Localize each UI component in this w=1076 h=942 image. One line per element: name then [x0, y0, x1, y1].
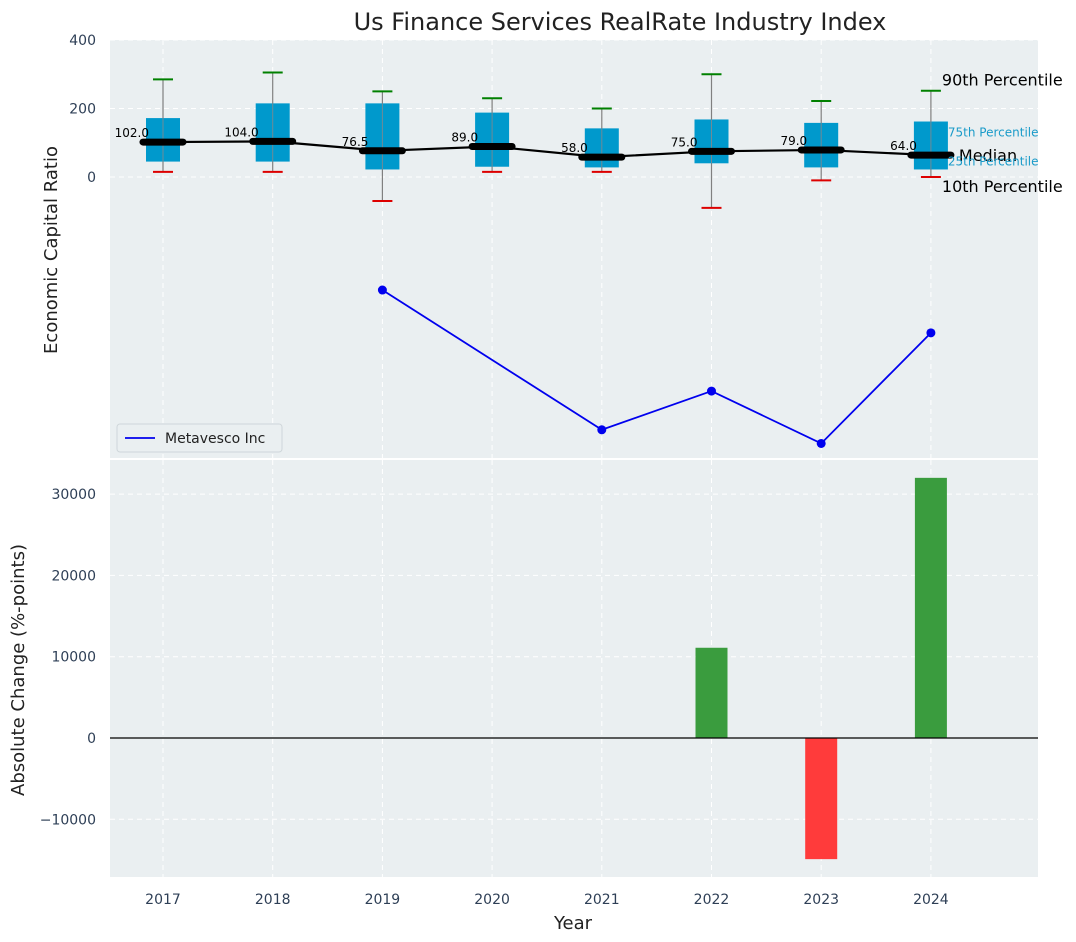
- bar-2024: [914, 477, 947, 738]
- median-value-label: 75.0: [671, 135, 698, 149]
- top-y-axis-label: Economic Capital Ratio: [41, 146, 62, 354]
- bottom-panel: −10000 0 10000 20000 30000 2017 2018 2019 2020 20…: [40, 460, 1038, 908]
- median-value-label: 79.0: [780, 134, 807, 148]
- median-annotation: Median: [959, 146, 1017, 165]
- median-value-label: 104.0: [224, 125, 258, 139]
- top-y-tick-label: 0: [87, 170, 96, 186]
- top-plot-background: [110, 40, 1038, 458]
- bottom-y-tick-label: 20000: [51, 568, 96, 584]
- bottom-y-tick-label: 30000: [51, 487, 96, 503]
- bottom-plot-background: [110, 460, 1038, 877]
- median-value-label: 64.0: [890, 139, 917, 153]
- p25-annotation: 25th Percentile: [948, 154, 1039, 168]
- series-point: [707, 386, 716, 396]
- x-tick-label: 2021: [584, 892, 620, 908]
- top-y-tick-label: 200: [69, 102, 96, 118]
- median-value-label: 58.0: [561, 141, 588, 155]
- p75-annotation: 75th Percentile: [948, 126, 1039, 140]
- bar-2023: [805, 738, 838, 860]
- bottom-y-axis-label: Absolute Change (%-points): [8, 544, 29, 796]
- legend-label: Metavesco Inc: [165, 431, 265, 447]
- x-tick-label: 2017: [145, 892, 181, 908]
- x-tick-label: 2019: [365, 892, 401, 908]
- bottom-y-tick-label: 10000: [51, 650, 96, 666]
- p10-annotation: 10th Percentile: [942, 177, 1063, 196]
- x-axis-label: Year: [553, 913, 593, 934]
- bottom-y-tick-label: −10000: [40, 812, 96, 828]
- x-tick-label: 2020: [474, 892, 510, 908]
- median-value-label: 89.0: [451, 131, 478, 145]
- x-tick-label: 2024: [913, 892, 949, 908]
- top-panel: 0 200 400 102.0 104.0 76.5 89.0 58.0 75.0 79.0 64.…: [69, 33, 1063, 458]
- x-tick-label: 2023: [803, 892, 839, 908]
- legend: Metavesco Inc: [116, 423, 283, 453]
- series-point: [377, 285, 387, 295]
- bar-2022: [695, 647, 728, 738]
- x-tick-label: 2018: [255, 892, 291, 908]
- legend-box: [116, 423, 283, 453]
- top-y-tick-label: 400: [69, 33, 96, 49]
- series-point: [926, 328, 936, 338]
- median-value-label: 76.5: [342, 135, 369, 149]
- x-tick-label: 2022: [694, 892, 730, 908]
- chart-title: Us Finance Services RealRate Industry In…: [354, 8, 887, 36]
- median-value-label: 102.0: [115, 126, 149, 140]
- p90-annotation: 90th Percentile: [942, 71, 1063, 90]
- series-point: [816, 438, 826, 448]
- bottom-y-tick-label: 0: [87, 731, 96, 747]
- series-point: [597, 425, 607, 435]
